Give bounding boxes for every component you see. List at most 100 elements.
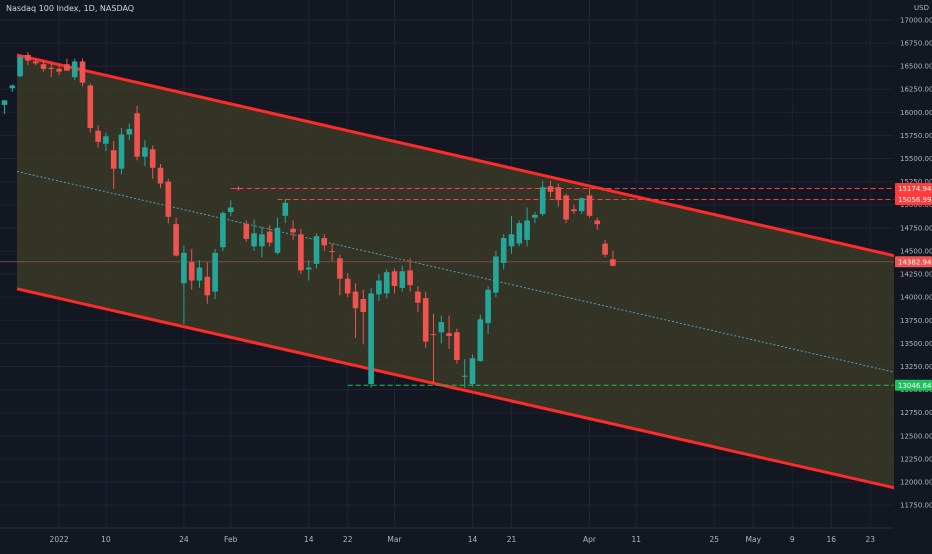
candle[interactable] <box>173 217 179 257</box>
candle[interactable] <box>126 123 133 141</box>
candle[interactable] <box>95 125 101 148</box>
candle[interactable] <box>313 233 320 269</box>
price-tick-label: 14750.00 <box>900 224 932 232</box>
candle[interactable] <box>290 220 296 240</box>
candle[interactable] <box>142 140 148 166</box>
candle[interactable] <box>461 359 468 388</box>
candle[interactable] <box>25 52 31 66</box>
candle[interactable] <box>71 58 78 80</box>
candle[interactable] <box>337 254 343 296</box>
candle[interactable] <box>251 219 257 251</box>
candle[interactable] <box>477 314 484 362</box>
candle-body <box>40 64 47 69</box>
candle[interactable] <box>165 178 172 224</box>
candle[interactable] <box>586 188 593 218</box>
candle[interactable] <box>157 164 164 189</box>
candle[interactable] <box>79 58 86 87</box>
channel-lower-line[interactable] <box>16 287 898 490</box>
price-tick-label: 13750.00 <box>900 317 932 325</box>
candle[interactable] <box>454 328 460 364</box>
candle[interactable] <box>32 58 39 66</box>
candle[interactable] <box>118 128 125 175</box>
candle[interactable] <box>578 197 585 214</box>
candle[interactable] <box>376 274 382 301</box>
candle[interactable] <box>383 269 390 299</box>
channel-upper-line[interactable] <box>16 53 898 258</box>
candle-body <box>290 228 296 233</box>
candle[interactable] <box>344 273 351 298</box>
candle[interactable] <box>188 249 195 290</box>
candle[interactable] <box>485 286 491 335</box>
candle[interactable] <box>9 84 16 92</box>
candle[interactable] <box>422 291 429 348</box>
candle[interactable] <box>64 58 70 71</box>
channel-midline[interactable] <box>16 170 898 374</box>
candle[interactable] <box>204 262 211 304</box>
candle[interactable] <box>48 62 55 78</box>
candle-body <box>56 68 62 72</box>
candle[interactable] <box>368 287 374 388</box>
candle[interactable] <box>134 105 140 161</box>
candle[interactable] <box>532 212 538 224</box>
candle-body <box>352 291 359 309</box>
candle[interactable] <box>298 228 304 275</box>
candle[interactable] <box>212 249 218 300</box>
candle-body <box>188 262 195 281</box>
candle[interactable] <box>571 204 577 214</box>
price-levels[interactable] <box>0 188 894 386</box>
candle[interactable] <box>469 354 476 387</box>
candle[interactable] <box>555 183 562 207</box>
candle[interactable] <box>446 315 452 349</box>
candle[interactable] <box>524 207 530 247</box>
candle[interactable] <box>563 193 569 224</box>
candle[interactable] <box>149 145 156 179</box>
price-axis[interactable]: 11750.00 12000.00 12250.00 12500.00 12750.00… <box>900 16 932 509</box>
candle[interactable] <box>415 286 421 312</box>
candle[interactable] <box>321 234 328 251</box>
candle[interactable] <box>539 180 546 216</box>
candle[interactable] <box>430 313 437 384</box>
price-tick-label: 15250.00 <box>900 178 932 186</box>
candle[interactable] <box>274 217 281 255</box>
candle[interactable] <box>181 245 187 324</box>
candle[interactable] <box>266 225 273 247</box>
candle[interactable] <box>1 100 8 115</box>
candle[interactable] <box>56 64 62 76</box>
candle-body <box>461 375 468 377</box>
candle[interactable] <box>196 260 203 288</box>
candle[interactable] <box>547 180 554 198</box>
candle[interactable] <box>259 226 265 258</box>
candle[interactable] <box>305 260 312 281</box>
candle[interactable] <box>235 186 242 191</box>
time-axis[interactable]: 2022 10 24 Feb 14 22 Mar 14 21 Apr 11 25 May 9 16 23 <box>50 535 876 544</box>
candle[interactable] <box>352 283 359 338</box>
candle[interactable] <box>610 250 616 267</box>
candle-body <box>32 61 39 64</box>
candle[interactable] <box>500 234 507 270</box>
candle[interactable] <box>438 315 445 344</box>
candle[interactable] <box>17 54 23 78</box>
candle[interactable] <box>399 265 406 292</box>
candle[interactable] <box>516 220 523 247</box>
regression-channel[interactable] <box>16 53 898 490</box>
candle[interactable] <box>329 243 335 262</box>
candle[interactable] <box>243 220 250 242</box>
candle[interactable] <box>110 140 117 190</box>
candle[interactable] <box>508 215 515 254</box>
candle[interactable] <box>227 200 234 216</box>
candle[interactable] <box>87 83 94 133</box>
candle[interactable] <box>40 60 47 72</box>
candle[interactable] <box>360 289 367 345</box>
candle[interactable] <box>103 132 109 152</box>
candle[interactable] <box>407 258 413 292</box>
candle[interactable] <box>282 199 289 224</box>
candle[interactable] <box>594 217 601 230</box>
candles[interactable] <box>1 52 616 388</box>
candle-body <box>532 214 538 218</box>
candle[interactable] <box>391 268 398 294</box>
candle[interactable] <box>602 239 608 258</box>
candle[interactable] <box>220 211 226 251</box>
candle[interactable] <box>493 250 499 298</box>
